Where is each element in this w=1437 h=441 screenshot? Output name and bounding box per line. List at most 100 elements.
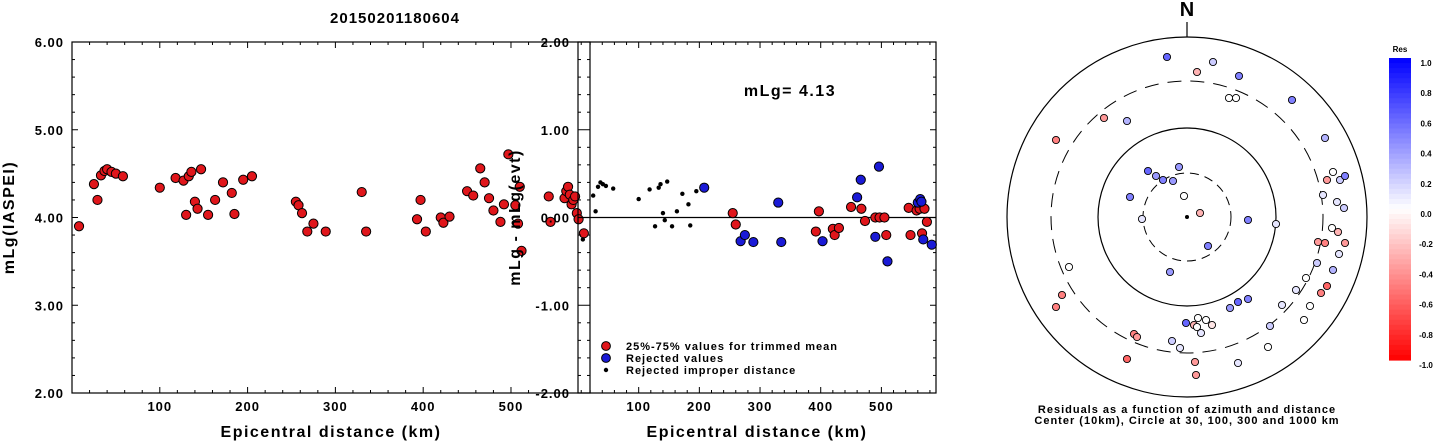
improper-distance-point — [652, 224, 658, 229]
station-marker — [1333, 227, 1343, 237]
station-marker — [1327, 223, 1337, 233]
colorbar-swatch — [1389, 98, 1411, 104]
x-tick-label: 100 — [626, 399, 651, 414]
trimmed-point — [859, 215, 871, 227]
magnitude-point — [186, 166, 197, 177]
colorbar-swatch — [1389, 133, 1411, 140]
colorbar-swatch — [1389, 58, 1411, 64]
station-marker — [1125, 192, 1135, 202]
colorbar-label: 0.6 — [1420, 119, 1432, 128]
magnitude-distance-chart: 100 200 300 400 500 2.00 3.00 4.00 5.00 6.00 Epice… — [1, 35, 591, 441]
station-marker — [1201, 315, 1211, 325]
station-marker — [1151, 171, 1161, 181]
legend-label: 25%-75% values for trimmed mean — [626, 341, 838, 353]
y-axis-label: mLg - mLg(evt) — [507, 149, 524, 286]
colorbar-swatch — [1389, 279, 1411, 286]
station-marker — [1318, 190, 1328, 200]
colorbar-label: 0.4 — [1420, 150, 1432, 159]
colorbar-swatch — [1389, 294, 1411, 301]
colorbar-swatch — [1389, 108, 1411, 114]
trimmed-point — [833, 222, 845, 234]
x-tick-label: 200 — [235, 399, 260, 414]
map-caption-1: Residuals as a function of azimuth and d… — [1038, 404, 1336, 416]
y-tick-label: 6.00 — [35, 35, 64, 50]
improper-distance-point — [662, 217, 667, 223]
station-marker — [1322, 175, 1332, 185]
ring-1000km — [1006, 36, 1368, 398]
ring-300km — [1050, 80, 1324, 354]
colorbar-swatch — [1389, 188, 1411, 195]
trimmed-point — [881, 229, 892, 241]
colorbar-swatch — [1389, 249, 1411, 255]
colorbar-swatch — [1389, 289, 1411, 296]
colorbar-swatch — [1389, 314, 1411, 321]
mlg-annotation: mLg= 4.13 — [744, 83, 836, 100]
colorbar-swatch — [1389, 319, 1411, 326]
legend-marker — [603, 367, 609, 373]
magnitude-point — [503, 149, 514, 160]
station-marker — [1158, 175, 1168, 185]
x-tick-label: 300 — [323, 399, 348, 414]
station-marker — [1181, 318, 1191, 328]
station-marker — [1191, 370, 1201, 380]
colorbar-swatch — [1389, 163, 1411, 170]
magnitude-point — [514, 181, 525, 192]
improper-distance-point — [647, 187, 652, 192]
station-marker — [1051, 302, 1061, 312]
station-marker — [1193, 313, 1203, 323]
x-tick-label: 400 — [411, 399, 436, 414]
magnitude-point — [356, 186, 367, 198]
improper-distance-point — [636, 196, 641, 202]
improper-distance-point — [595, 184, 601, 189]
station-marker — [1167, 336, 1177, 346]
colorbar-swatch — [1389, 143, 1411, 150]
magnitude-point — [512, 218, 524, 229]
trimmed-point — [727, 208, 738, 219]
station-marker — [1233, 297, 1243, 307]
magnitude-point — [202, 209, 214, 220]
station-marker — [1299, 315, 1309, 325]
station-marker — [1168, 176, 1178, 186]
station-marker — [1265, 321, 1275, 331]
station-marker — [1334, 249, 1344, 259]
colorbar-swatch — [1389, 329, 1411, 336]
station-marker — [1328, 167, 1338, 177]
magnitude-point — [246, 171, 258, 182]
colorbar-swatch — [1389, 349, 1411, 356]
colorbar-swatch — [1389, 339, 1411, 346]
magnitude-point — [420, 226, 431, 237]
station-marker — [1243, 215, 1253, 225]
rejected-point — [918, 234, 929, 245]
legend-label: Rejected values — [626, 353, 724, 365]
magnitude-point — [438, 217, 449, 228]
station-marker — [1328, 265, 1338, 275]
colorbar-label: -0.4 — [1419, 270, 1433, 279]
station-marker — [1192, 67, 1202, 77]
improper-distance-point — [603, 183, 609, 189]
colorbar-swatch — [1389, 123, 1411, 130]
colorbar-swatch — [1389, 324, 1411, 331]
improper-distance-point — [656, 185, 661, 190]
station-marker — [1340, 238, 1350, 248]
improper-distance-point — [580, 237, 586, 242]
station-marker — [1224, 93, 1234, 103]
magnitude-point — [475, 163, 486, 174]
station-marker — [1322, 281, 1332, 291]
station-marker — [1162, 52, 1172, 62]
magnitude-point — [302, 226, 313, 237]
magnitude-point — [195, 164, 207, 175]
colorbar-swatch — [1389, 264, 1411, 270]
colorbar-swatch — [1389, 274, 1411, 281]
magnitude-point — [488, 205, 499, 216]
improper-distance-point — [590, 193, 596, 198]
improper-distance-point — [610, 186, 616, 191]
colorbar-swatch — [1389, 178, 1411, 185]
colorbar-swatch — [1389, 254, 1411, 260]
station-marker — [1207, 320, 1217, 330]
station-marker — [1340, 171, 1350, 181]
page-title: 20150201180604 — [330, 10, 460, 27]
colorbar-label: 0.2 — [1420, 180, 1432, 189]
magnitude-point — [483, 193, 495, 204]
colorbar-swatch — [1389, 93, 1411, 99]
